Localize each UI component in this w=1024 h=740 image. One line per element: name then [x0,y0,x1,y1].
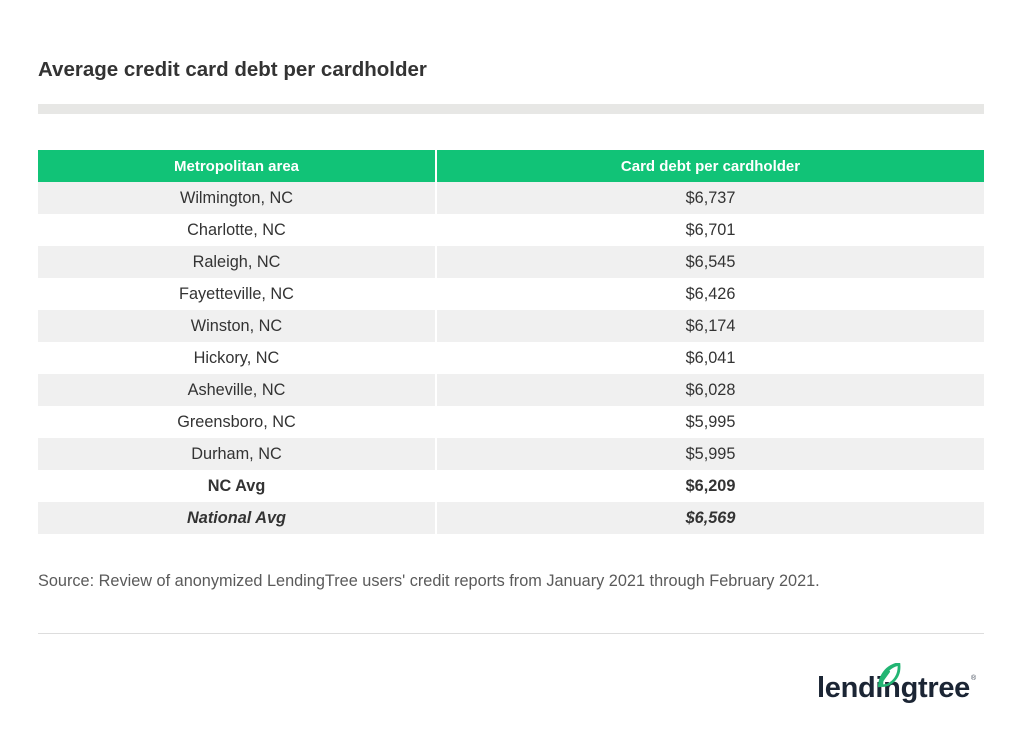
svg-text:®: ® [971,674,977,682]
svg-text:lendingtree: lendingtree [817,672,970,704]
